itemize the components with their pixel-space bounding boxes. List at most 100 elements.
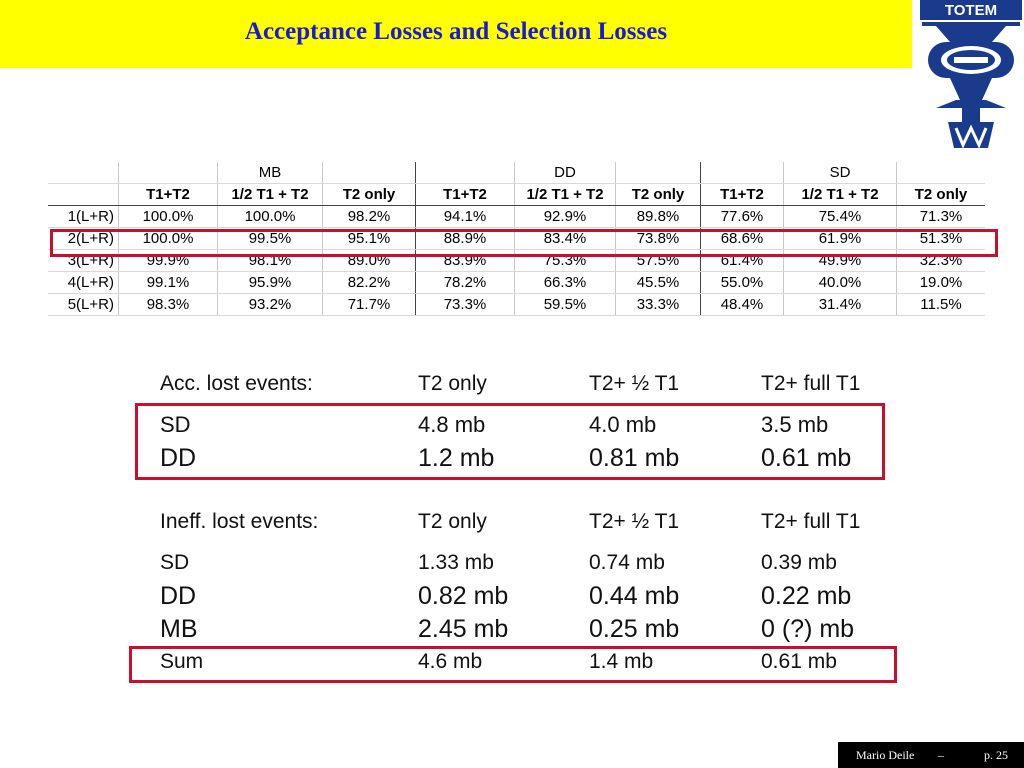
footer-bar: Mario Deile – p. 25 [838, 742, 1024, 768]
value-cell: 1.2 mb [418, 444, 495, 472]
table-cell: 77.6% [700, 205, 784, 228]
col-header: 1/2 T1 + T2 [217, 183, 323, 206]
col-header: T2+ full T1 [761, 510, 861, 533]
footer-author: Mario Deile [856, 748, 915, 762]
col-header: T1+T2 [700, 183, 784, 206]
row-label: SD [160, 412, 191, 437]
col-header: T1+T2 [415, 183, 515, 206]
table-cell: 100.0% [118, 205, 218, 228]
table-cell: 99.5% [217, 227, 323, 250]
table-cell: 55.0% [700, 271, 784, 294]
table-cell: 93.2% [217, 293, 323, 316]
value-cell: 4.8 mb [418, 412, 486, 437]
col-header: T2 only [322, 183, 416, 206]
table-cell: 100.0% [217, 205, 323, 228]
table-cell: 92.9% [514, 205, 616, 228]
table-cell: 71.7% [322, 293, 416, 316]
value-cell: 1.33 mb [418, 551, 494, 574]
row-highlight-box [50, 229, 998, 257]
row-label: MB [160, 615, 198, 643]
value-cell: 4.6 mb [418, 650, 483, 673]
value-cell: 0.74 mb [589, 551, 665, 574]
table-cell: 94.1% [415, 205, 515, 228]
value-cell: 0.61 mb [761, 444, 852, 472]
table-cell: 88.9% [415, 227, 515, 250]
col-header: T2+ ½ T1 [589, 510, 680, 533]
row-label: SD [160, 551, 190, 574]
row-label: 1(L+R) [48, 205, 119, 228]
table-cell: 98.2% [322, 205, 416, 228]
value-cell: 0.22 mb [761, 582, 852, 610]
table-cell: 45.5% [615, 271, 701, 294]
table-cell: 51.3% [896, 227, 985, 250]
table-cell: 83.4% [514, 227, 616, 250]
value-cell: 1.4 mb [589, 650, 654, 673]
slide-title: Acceptance Losses and Selection Losses [244, 18, 668, 45]
table-cell: 31.4% [783, 293, 897, 316]
row-label: 2(L+R) [48, 227, 119, 250]
row-label: DD [160, 444, 197, 472]
table-cell: 82.2% [322, 271, 416, 294]
value-cell: 0 (?) mb [761, 615, 855, 643]
table-cell: 33.3% [615, 293, 701, 316]
col-header: T2 only [896, 183, 985, 206]
col-header: 1/2 T1 + T2 [514, 183, 616, 206]
table-cell: 100.0% [118, 227, 218, 250]
row-label: DD [160, 582, 197, 610]
table-cell: 99.1% [118, 271, 218, 294]
value-cell: 0.81 mb [589, 444, 680, 472]
group-mb: MB [217, 162, 323, 184]
col-header: T2 only [615, 183, 701, 206]
table-cell: 59.5% [514, 293, 616, 316]
title-bar [0, 0, 912, 68]
value-cell: 0.39 mb [761, 551, 837, 574]
table-row: 5(L+R) 98.3% 93.2% 71.7% 73.3% 59.5% 33.… [48, 293, 985, 316]
table-cell: 66.3% [514, 271, 616, 294]
table-cell: 40.0% [783, 271, 897, 294]
totem-logo: TOTEM [920, 0, 1022, 149]
group-dd: DD [514, 162, 616, 184]
value-cell: 3.5 mb [761, 412, 829, 437]
col-header: T2+ full T1 [761, 372, 861, 395]
table-cell: 98.3% [118, 293, 218, 316]
acc-lost-title: Acc. lost events: [160, 372, 313, 395]
table-cell: 48.4% [700, 293, 784, 316]
value-cell: 4.0 mb [589, 412, 657, 437]
table-row: 2(L+R) 100.0% 99.5% 95.1% 88.9% 83.4% 73… [48, 227, 985, 250]
row-label: 5(L+R) [48, 293, 119, 316]
table-row: 4(L+R) 99.1% 95.9% 82.2% 78.2% 66.3% 45.… [48, 271, 985, 294]
row-label: Sum [160, 650, 204, 673]
row-label: 4(L+R) [48, 271, 119, 294]
acc-lost-highlight-box [135, 403, 885, 480]
sum-highlight-box [129, 646, 897, 683]
table-cell: 75.4% [783, 205, 897, 228]
value-cell: 2.45 mb [418, 615, 509, 643]
page-number: p. 25 [984, 748, 1008, 762]
value-cell: 0.82 mb [418, 582, 509, 610]
table-cell: 73.3% [415, 293, 515, 316]
table-cell: 61.9% [783, 227, 897, 250]
table-row: 1(L+R) 100.0% 100.0% 98.2% 94.1% 92.9% 8… [48, 205, 985, 228]
col-header: 1/2 T1 + T2 [783, 183, 897, 206]
group-header-row: MB DD SD [48, 162, 985, 184]
table-cell: 68.6% [700, 227, 784, 250]
group-sd: SD [783, 162, 897, 184]
ineff-lost-table: Ineff. lost events: T2 only T2+ ½ T1 T2+… [160, 510, 900, 680]
footer-separator: – [938, 748, 944, 762]
table-cell: 95.1% [322, 227, 416, 250]
ineff-lost-title: Ineff. lost events: [160, 510, 319, 533]
acceptance-table: MB DD SD T1+T2 1/2 T1 + T2 T2 only T1+T2… [48, 162, 985, 316]
table-cell: 95.9% [217, 271, 323, 294]
logo-text: TOTEM [945, 2, 997, 19]
col-header: T1+T2 [118, 183, 218, 206]
col-header: T2+ ½ T1 [589, 372, 680, 395]
col-header: T2 only [418, 510, 487, 533]
col-header: T2 only [418, 372, 487, 395]
table-cell: 89.8% [615, 205, 701, 228]
value-cell: 0.61 mb [761, 650, 837, 673]
table-cell: 78.2% [415, 271, 515, 294]
value-cell: 0.44 mb [589, 582, 680, 610]
acc-lost-table: Acc. lost events: T2 only T2+ ½ T1 T2+ f… [160, 372, 900, 482]
table-cell: 73.8% [615, 227, 701, 250]
value-cell: 0.25 mb [589, 615, 680, 643]
